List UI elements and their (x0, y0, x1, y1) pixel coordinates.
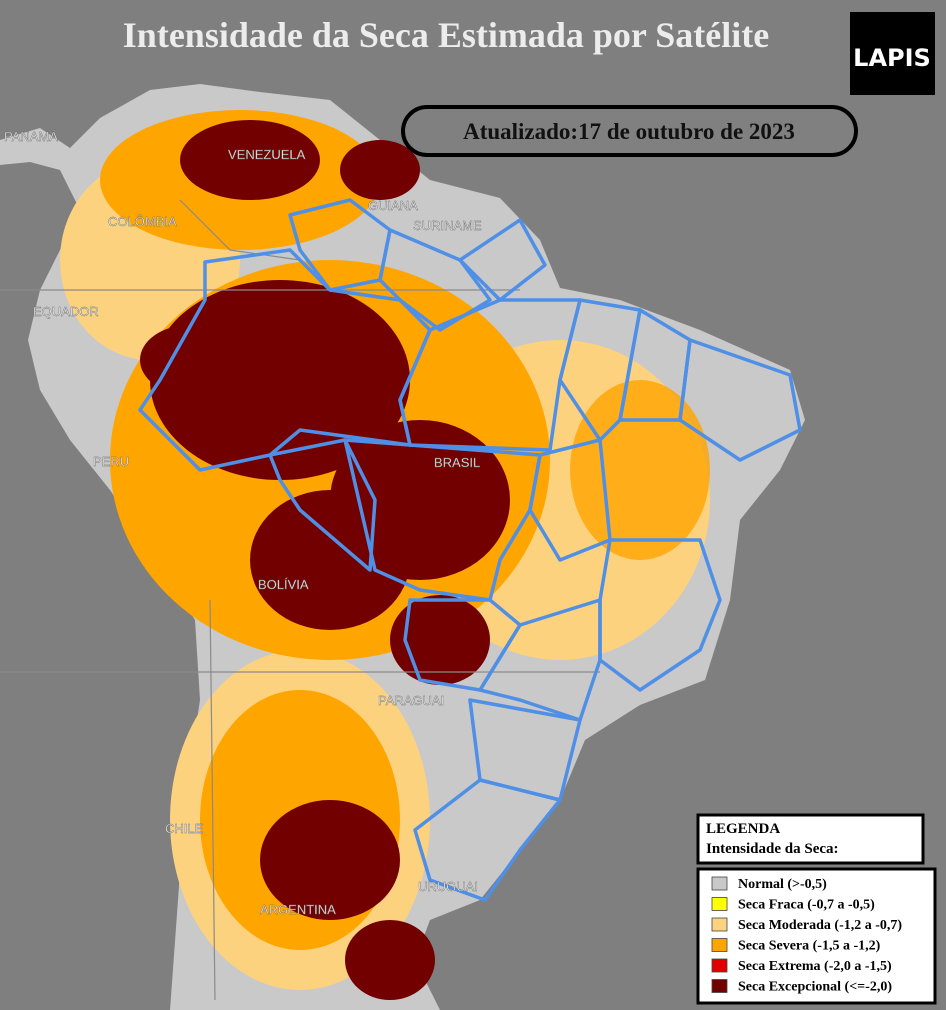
country-label: BOLÍVIA (258, 577, 309, 592)
legend-swatch (711, 958, 728, 973)
legend-label: Seca Excepcional (<=-2,0) (738, 980, 892, 995)
country-label: SURINAME (413, 218, 482, 233)
legend-swatch (711, 979, 728, 993)
country-label: CHILE (165, 821, 204, 836)
country-label: PERU (93, 454, 129, 469)
country-label: PARAGUAI (378, 693, 444, 708)
brazil-states (138, 198, 802, 902)
country-label: EQUADOR (33, 304, 99, 319)
legend-label: Normal (>-0,5) (738, 877, 827, 892)
country-label: VENEZUELA (228, 147, 306, 162)
legend-title-box (696, 813, 925, 865)
country-label: GUIANA (368, 198, 418, 213)
legend-items: Normal (>-0,5) Seca Fraca (-0,7 a -0,5) Se… (711, 876, 902, 995)
country-label: URUGUAI (418, 879, 478, 894)
legend-subtitle: Intensidade da Seca: (706, 841, 839, 857)
legend-label: Seca Fraca (-0,7 a -0,5) (738, 898, 875, 913)
country-labels: PANAMÁ VENEZUELA COLÔMBIA GUIANA SURINAM… (4, 129, 482, 917)
legend-swatch (711, 897, 728, 911)
legend-label: Seca Severa (-1,5 a -1,2) (738, 939, 881, 954)
logo: LAPIS (853, 44, 931, 72)
country-label: COLÔMBIA (108, 214, 177, 229)
country-label: BRASIL (434, 455, 480, 470)
logo-box (850, 12, 935, 95)
updated-box (401, 105, 858, 157)
legend-swatch (711, 917, 728, 932)
country-borders (0, 199, 600, 1001)
country-label: PANAMÁ (4, 129, 58, 144)
title: Intensidade da Seca Estimada por Satélit… (123, 15, 769, 55)
legend-title: LEGENDA (706, 821, 780, 837)
legend-box (696, 867, 937, 1005)
country-label: ARGENTINA (260, 902, 336, 917)
updated-date: Atualizado:17 de outubro de 2023 (463, 119, 795, 144)
legend-label: Seca Extrema (-2,0 a -1,5) (738, 959, 892, 974)
drought-areas (60, 110, 710, 1000)
legend-swatch (711, 876, 728, 891)
legend-label: Seca Moderada (-1,2 a -0,7) (738, 918, 902, 933)
legend-swatch (711, 938, 728, 952)
